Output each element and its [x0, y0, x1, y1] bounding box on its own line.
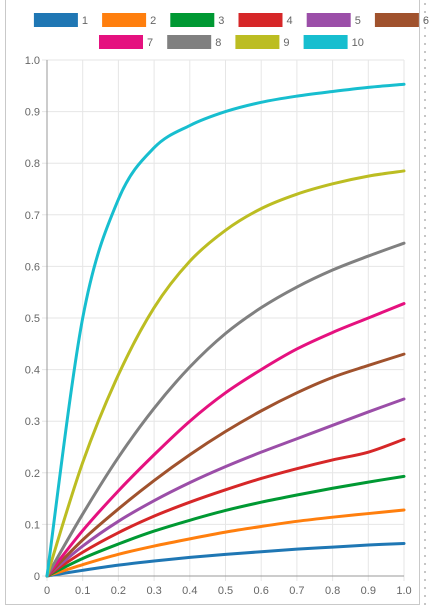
series-line-5	[45, 397, 406, 578]
axes: 0 0.1 0.2 0.3 0.4 0.5 0.6 0.7 0.8 0.9 1.0 0 0.1 0.2 0.…	[25, 55, 412, 597]
legend-label: 6	[423, 15, 429, 27]
legend-label: 8	[215, 37, 221, 49]
legend-label: 9	[283, 37, 289, 49]
y-tick-label: 1.0	[25, 55, 40, 67]
grid-lines	[42, 59, 405, 581]
x-tick-label: 0.2	[111, 585, 126, 597]
legend-item-10[interactable]: 10	[303, 35, 364, 49]
legend-label: 4	[287, 15, 293, 27]
legend-item-5[interactable]: 5	[306, 13, 361, 27]
x-tick-label: 0.7	[289, 585, 304, 597]
legend-item-6[interactable]: 6	[374, 13, 429, 27]
y-tick-label: 0.2	[25, 468, 40, 480]
y-tick-label: 0.6	[25, 261, 40, 273]
series-line-6	[45, 352, 406, 578]
series-line-7	[45, 302, 406, 578]
y-tick-label: 0.4	[25, 365, 40, 377]
y-tick-label: 0.9	[25, 107, 40, 119]
y-tick-label: 0.3	[25, 416, 40, 428]
x-tick-label: 0.3	[146, 585, 161, 597]
x-tick-label: 1.0	[396, 585, 411, 597]
legend-swatch	[306, 13, 351, 27]
x-tick-label: 0.4	[182, 585, 197, 597]
series-line-2	[45, 508, 406, 578]
legend-label: 3	[218, 15, 224, 27]
legend[interactable]: 1 2 3 4 5 6 7 8 9 10	[33, 13, 429, 49]
legend-label: 10	[352, 37, 364, 49]
series-lines	[45, 82, 406, 578]
legend-item-1[interactable]: 1	[33, 13, 88, 27]
legend-swatch	[102, 13, 147, 27]
legend-item-9[interactable]: 9	[235, 35, 290, 49]
chart-frame	[5, 0, 420, 605]
series-line-9	[45, 169, 406, 578]
series-line-3	[45, 474, 406, 578]
legend-swatch	[33, 13, 78, 27]
series-line-10	[45, 82, 406, 578]
x-tick-label: 0.5	[218, 585, 233, 597]
legend-label: 7	[147, 37, 153, 49]
x-tick-label: 0.8	[325, 585, 340, 597]
x-tick-label: 0	[44, 585, 50, 597]
x-tick-label: 0.6	[254, 585, 269, 597]
y-tick-label: 0.1	[25, 519, 40, 531]
x-tick-label: 0.1	[75, 585, 90, 597]
y-tick-label: 0.8	[25, 158, 40, 170]
legend-item-4[interactable]: 4	[238, 13, 293, 27]
series-line-1	[45, 541, 406, 578]
legend-item-3[interactable]: 3	[170, 13, 224, 27]
y-tick-label: 0	[34, 571, 40, 583]
legend-item-2[interactable]: 2	[102, 13, 156, 27]
legend-label: 1	[82, 15, 88, 27]
legend-label: 5	[355, 15, 361, 27]
legend-swatch	[170, 13, 215, 27]
legend-swatch	[235, 35, 280, 49]
legend-swatch	[374, 13, 419, 27]
legend-swatch	[303, 35, 348, 49]
series-line-8	[45, 241, 406, 578]
y-tick-label: 0.5	[25, 313, 40, 325]
y-tick-label: 0.7	[25, 210, 40, 222]
legend-label: 2	[150, 15, 156, 27]
x-tick-label: 0.9	[361, 585, 376, 597]
legend-item-7[interactable]: 7	[99, 35, 153, 49]
legend-swatch	[167, 35, 212, 49]
legend-swatch	[99, 35, 143, 49]
series-line-4	[45, 437, 406, 578]
dotted-border-strip	[421, 0, 429, 610]
legend-item-8[interactable]: 8	[167, 35, 221, 49]
legend-swatch	[238, 13, 283, 27]
